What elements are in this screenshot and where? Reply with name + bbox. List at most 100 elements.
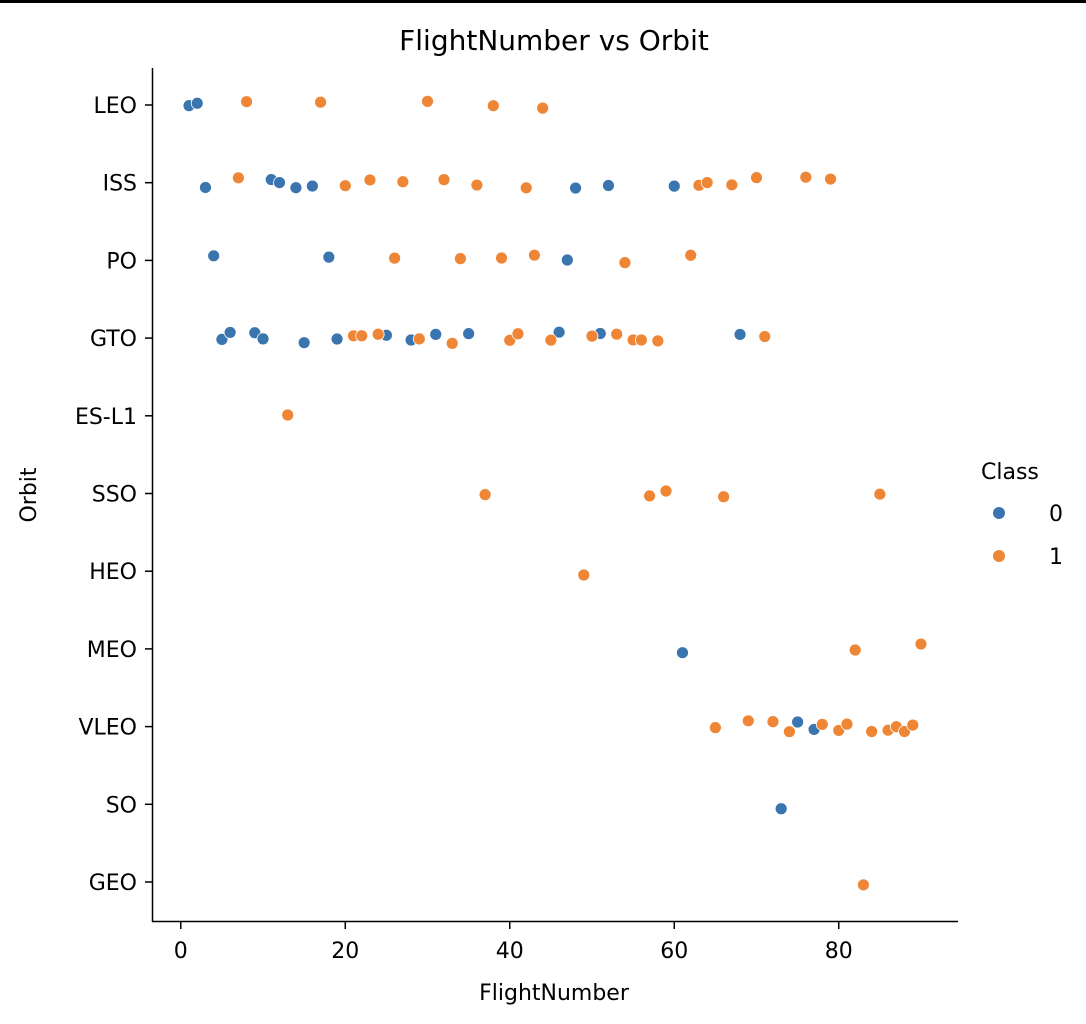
point-class-0 [223, 326, 237, 339]
y-tick-label: SSO [92, 483, 137, 508]
point-class-0 [667, 179, 681, 193]
point-class-0 [305, 179, 319, 193]
x-tick-label: 40 [496, 939, 524, 964]
point-class-1 [857, 878, 870, 892]
y-tick-label: MEO [87, 638, 137, 663]
point-class-1 [643, 489, 656, 503]
y-tick-label: ES-L1 [75, 405, 137, 430]
point-class-1 [906, 718, 920, 732]
point-class-1 [421, 94, 434, 108]
point-class-1 [231, 171, 245, 185]
point-class-1 [741, 714, 755, 728]
point-class-1 [914, 637, 928, 651]
top-border [0, 0, 1086, 3]
point-class-0 [429, 327, 443, 341]
y-tick-label: VLEO [78, 716, 137, 741]
point-class-1 [281, 408, 295, 422]
point-class-0 [256, 332, 270, 346]
point-class-1 [824, 172, 837, 186]
point-class-1 [396, 175, 410, 189]
point-class-0 [215, 332, 229, 346]
point-class-0 [552, 325, 566, 339]
point-class-1 [519, 181, 533, 195]
point-class-1 [684, 248, 698, 262]
point-class-0 [330, 332, 344, 346]
legend-label-1: 1 [1049, 545, 1063, 570]
point-class-0 [289, 181, 303, 195]
y-tick-label: SO [106, 793, 137, 818]
x-tick-label: 60 [660, 939, 688, 964]
point-class-1 [544, 333, 558, 347]
y-tick-label: HEO [89, 560, 137, 585]
point-class-1 [815, 717, 829, 731]
point-class-1 [585, 329, 599, 343]
y-tick-label: PO [106, 249, 137, 274]
point-class-1 [750, 171, 763, 185]
point-class-1 [708, 721, 722, 735]
point-class-0 [791, 715, 805, 729]
point-class-1 [659, 484, 673, 498]
y-axis-ticks: LEO ISS PO GTO ES-L1 SSO HEO MEO VLEO SO GEO [75, 94, 152, 896]
legend-marker-0 [993, 507, 1005, 519]
point-class-1 [355, 329, 369, 343]
point-class-0 [297, 336, 311, 350]
point-class-0 [560, 253, 574, 267]
point-class-1 [536, 101, 550, 115]
point-class-0 [569, 181, 582, 195]
point-class-1 [766, 715, 780, 729]
point-class-1 [873, 487, 887, 501]
point-class-1 [445, 336, 459, 350]
y-tick-label: ISS [103, 172, 137, 197]
y-tick-label: GTO [90, 327, 137, 352]
point-class-1 [799, 170, 813, 184]
point-class-1 [577, 568, 591, 582]
point-class-1 [454, 252, 467, 266]
point-class-1 [758, 330, 772, 343]
point-class-0 [190, 96, 204, 110]
point-class-0 [602, 179, 615, 192]
point-class-1 [495, 251, 508, 265]
point-class-1 [338, 179, 352, 193]
point-class-0 [207, 249, 221, 263]
point-class-1 [511, 327, 525, 341]
point-class-1 [478, 488, 492, 502]
point-class-1 [634, 333, 648, 347]
point-class-1 [610, 327, 624, 341]
point-class-1 [314, 95, 328, 109]
point-class-0 [733, 328, 747, 341]
x-axis-ticks: 0 20 40 60 80 [174, 922, 853, 964]
point-class-0 [273, 176, 286, 189]
point-class-1 [528, 248, 541, 262]
point-class-1 [363, 173, 377, 187]
point-class-0 [322, 250, 336, 264]
point-class-1 [412, 332, 426, 346]
point-class-1 [725, 178, 739, 192]
point-class-1 [717, 490, 731, 504]
point-class-0 [462, 327, 476, 341]
point-class-1 [848, 643, 862, 657]
legend: Class 0 1 [981, 460, 1063, 570]
point-class-1 [700, 176, 714, 189]
legend-title: Class [981, 460, 1039, 485]
point-class-1 [865, 725, 879, 738]
legend-label-0: 0 [1049, 502, 1063, 527]
point-class-1 [782, 725, 796, 739]
point-class-1 [470, 178, 484, 192]
y-tick-label: GEO [89, 871, 137, 896]
x-tick-label: 20 [331, 939, 359, 964]
point-class-0 [774, 802, 788, 816]
point-class-1 [240, 95, 253, 109]
y-tick-label: LEO [94, 94, 137, 119]
point-class-1 [486, 99, 500, 113]
point-class-0 [199, 181, 212, 194]
x-axis-title: FlightNumber [479, 981, 630, 1006]
point-class-1 [437, 173, 451, 187]
point-class-1 [651, 334, 665, 348]
x-tick-label: 80 [825, 939, 853, 964]
point-class-1 [618, 256, 632, 270]
chart-title: FlightNumber vs Orbit [399, 24, 709, 57]
data-points [182, 94, 928, 892]
y-axis-title: Orbit [17, 467, 42, 522]
point-class-0 [676, 646, 689, 660]
